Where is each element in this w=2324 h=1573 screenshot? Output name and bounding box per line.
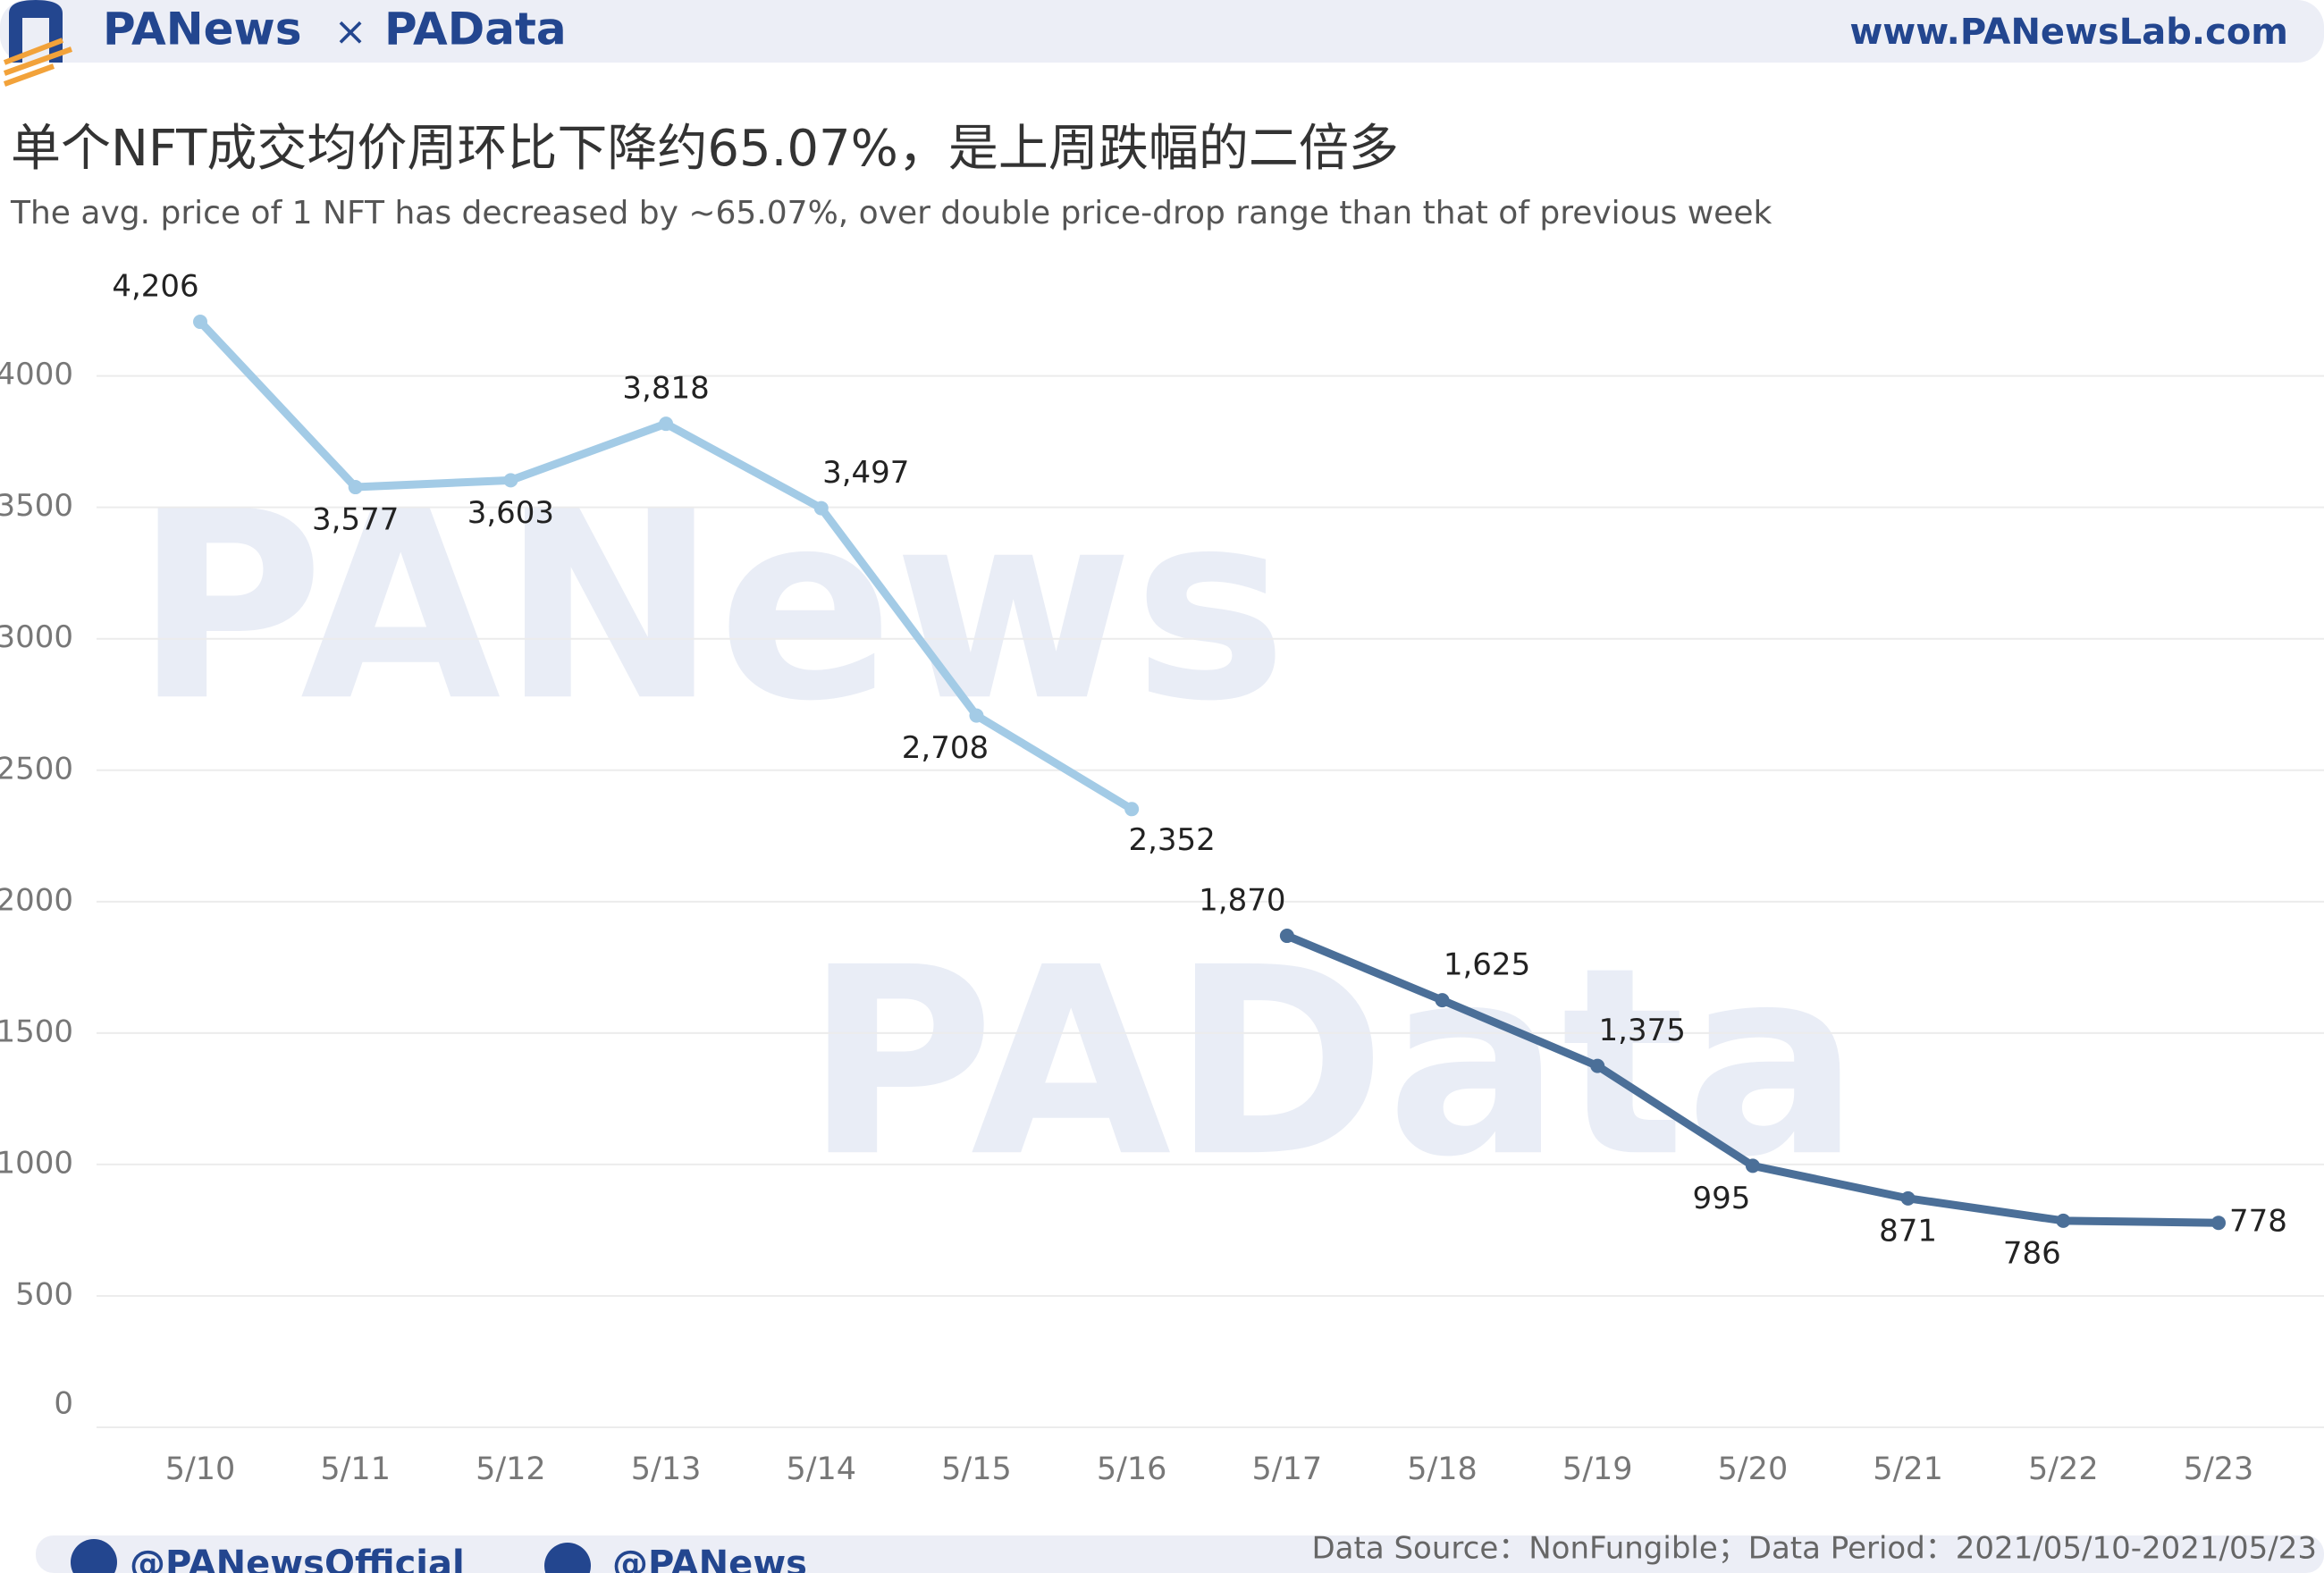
x-tick-label: 5/19	[1562, 1451, 1633, 1487]
data-point	[1435, 993, 1450, 1008]
data-point	[193, 315, 207, 330]
y-tick-label: 1000	[0, 1145, 73, 1181]
chart-title: 单个NFT成交均价周环比下降约65.07%，是上周跌幅的二倍多	[11, 120, 1399, 178]
brand-times: ×	[334, 9, 367, 55]
data-point	[1590, 1058, 1605, 1073]
x-tick-label: 5/13	[631, 1451, 702, 1487]
data-label: 3,603	[467, 495, 554, 531]
brand-right: PAData	[384, 4, 567, 55]
data-point	[1745, 1158, 1760, 1173]
data-label: 1,375	[1599, 1013, 1686, 1048]
data-label: 2,708	[902, 730, 989, 766]
data-point	[1124, 802, 1140, 817]
x-tick-label: 5/23	[2184, 1451, 2254, 1487]
data-label: 3,577	[312, 502, 399, 538]
site-url[interactable]: www.PANewsLab.com	[1849, 12, 2288, 53]
x-tick-label: 5/18	[1407, 1451, 1478, 1487]
data-point	[2056, 1213, 2071, 1228]
y-tick-label: 2500	[0, 751, 73, 786]
data-label: 4,206	[112, 269, 198, 305]
data-source: Data Source：NonFungible；Data Period：2021…	[1311, 1531, 2317, 1567]
header-bar	[0, 0, 2324, 63]
data-label: 995	[1692, 1181, 1750, 1216]
data-point	[2211, 1216, 2226, 1231]
data-label: 2,352	[1128, 822, 1215, 858]
data-point	[813, 500, 829, 516]
data-label: 3,818	[622, 371, 709, 407]
y-tick-label: 4000	[0, 357, 73, 392]
brand-left: PANews	[103, 4, 301, 55]
data-label: 778	[2229, 1204, 2287, 1240]
x-tick-label: 5/20	[1718, 1451, 1789, 1487]
x-tick-label: 5/17	[1252, 1451, 1323, 1487]
data-label: 1,870	[1199, 883, 1285, 919]
y-tick-label: 0	[54, 1386, 73, 1422]
data-point	[348, 480, 363, 495]
x-tick-label: 5/21	[1873, 1451, 1943, 1487]
twitter-handle[interactable]: @PANewsOfficial	[130, 1544, 465, 1573]
y-tick-label: 1500	[0, 1014, 73, 1049]
y-tick-label: 3500	[0, 488, 73, 524]
data-label: 786	[2003, 1235, 2061, 1271]
twitter-icon	[71, 1539, 117, 1573]
logo-stripes	[3, 38, 73, 87]
x-tick-label: 5/10	[165, 1451, 236, 1487]
y-tick-label: 500	[15, 1276, 73, 1312]
data-point	[1279, 929, 1294, 944]
data-point	[1900, 1190, 1916, 1206]
data-label: 871	[1879, 1213, 1937, 1249]
y-tick-label: 2000	[0, 882, 73, 918]
weibo-icon	[544, 1543, 591, 1573]
x-tick-label: 5/14	[786, 1451, 856, 1487]
data-point	[659, 416, 674, 432]
x-tick-label: 5/12	[476, 1451, 546, 1487]
x-tick-label: 5/11	[320, 1451, 391, 1487]
data-point	[969, 708, 984, 723]
y-tick-label: 3000	[0, 619, 73, 655]
x-tick-label: 5/16	[1097, 1451, 1167, 1487]
watermark: PANews	[134, 457, 1287, 758]
data-label: 3,497	[822, 455, 909, 491]
weibo-handle[interactable]: @PANews	[612, 1544, 807, 1573]
chart-subtitle: The avg. price of 1 NFT has decreased by…	[10, 195, 1772, 231]
x-tick-label: 5/15	[941, 1451, 1012, 1487]
footer-bar	[36, 1535, 2324, 1573]
data-label: 1,625	[1444, 947, 1530, 983]
plot: 0 500 1000 1500 2000 2500 3000 3500 4000 5/10 5/11…	[0, 269, 2324, 1487]
data-point	[503, 473, 518, 488]
x-tick-label: 5/22	[2028, 1451, 2099, 1487]
